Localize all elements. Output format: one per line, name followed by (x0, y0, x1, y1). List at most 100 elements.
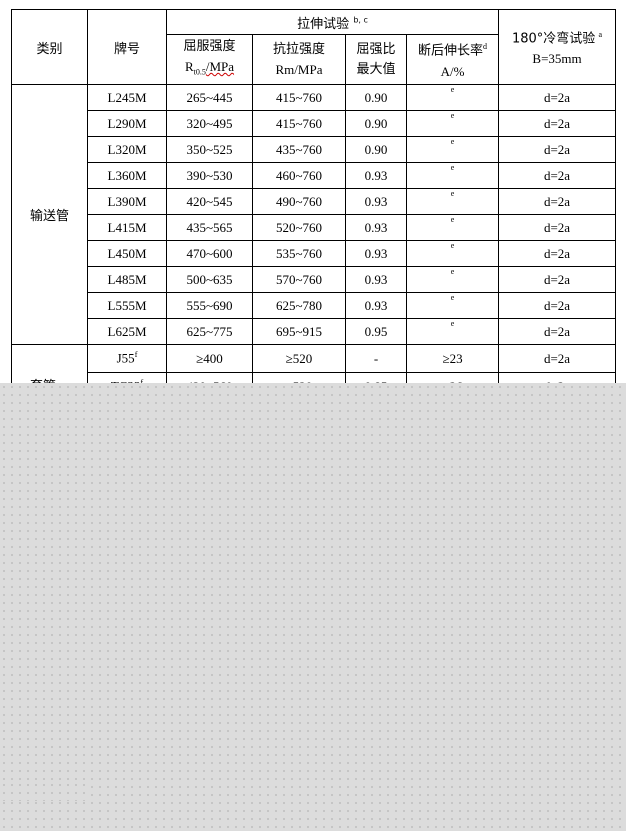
yield-cell: 500~635 (166, 266, 253, 293)
ratio-cell: 0.90 (345, 110, 407, 137)
elongation-cell: e (405, 136, 500, 163)
ratio-cell: 0.93 (345, 188, 407, 215)
table-row: L555M 555~690 625~780 0.93 e d=2a (12, 292, 617, 319)
table-row: L320M 350~525 435~760 0.90 e d=2a (12, 136, 617, 163)
tensile-cell: 415~760 (252, 110, 346, 137)
bend-cell: d=2a (498, 214, 617, 241)
tensile-cell: 570~760 (252, 266, 346, 293)
grade-cell: L625M (87, 318, 167, 345)
elong-sup: d (483, 42, 488, 52)
header-grade: 牌号 (87, 9, 167, 85)
tensile-cell: 460~760 (252, 162, 346, 189)
bend-cell: d=2a (498, 318, 617, 345)
elongation-cell: ≥23 (405, 344, 500, 373)
grade-cell: L360M (87, 162, 167, 189)
header-category: 类别 (11, 9, 88, 85)
tensile-cell: 695~915 (252, 318, 346, 345)
yield-cell: 625~775 (166, 318, 253, 345)
yield-cell: 555~690 (166, 292, 253, 319)
ratio-cell: 0.90 (345, 136, 407, 163)
tensile-cell: 520~760 (252, 214, 346, 241)
table-row: L625M 625~775 695~915 0.95 e d=2a (12, 318, 617, 345)
elong-unit: A/% (440, 63, 465, 79)
grade-cell: L245M (87, 84, 167, 111)
grade-cell: J55f (87, 344, 167, 373)
elongation-cell: e (405, 84, 500, 111)
table-row: L485M 500~635 570~760 0.93 e d=2a (12, 266, 617, 293)
ratio-cell: 0.95 (345, 318, 407, 345)
elongation-cell: e (405, 188, 500, 215)
tensile-cell: 535~760 (252, 240, 346, 267)
yield-cell: 350~525 (166, 136, 253, 163)
grade-cell: L450M (87, 240, 167, 267)
bend-cell: d=2a (498, 162, 617, 189)
yield-unit: /MPa (205, 59, 235, 75)
bend-cell: d=2a (498, 292, 617, 319)
table-row: L290M 320~495 415~760 0.90 e d=2a (12, 110, 617, 137)
yield-sub: t0.5 (193, 67, 206, 77)
ts-label: 抗拉强度 (272, 42, 325, 57)
yield-cell: 390~530 (166, 162, 253, 189)
elongation-cell: e (405, 110, 500, 137)
ratio-label2: 最大值 (356, 61, 396, 77)
grade-cell: L485M (87, 266, 167, 293)
bend-cell: d=2a (498, 136, 617, 163)
header-tensile-strength: 抗拉强度 Rm/MPa (252, 34, 346, 85)
header-tensile-test: 拉伸试验 b, c (165, 9, 500, 35)
ratio-cell: 0.93 (345, 214, 407, 241)
table-row: L360M 390~530 460~760 0.93 e d=2a (12, 162, 617, 189)
table-row: L415M 435~565 520~760 0.93 e d=2a (12, 214, 617, 241)
gray-overlay (0, 383, 626, 831)
grade-cell: L290M (87, 110, 167, 137)
bend-cell: d=2a (498, 240, 617, 267)
elongation-cell: e (405, 266, 500, 293)
ratio-cell: - (345, 344, 407, 373)
ratio-cell: 0.90 (345, 84, 407, 111)
bend-cell: d=2a (498, 110, 617, 137)
elongation-cell: e (405, 214, 500, 241)
yield-r: R (184, 59, 194, 75)
table-row: 输送管 L245M 265~445 415~760 0.90 e d=2a (11, 84, 617, 345)
table-row: L450M 470~600 535~760 0.93 e d=2a (12, 240, 617, 267)
grade-cell: L390M (87, 188, 167, 215)
ratio-cell: 0.93 (345, 240, 407, 267)
ratio-cell: 0.93 (345, 292, 407, 319)
grade-cell: L415M (87, 214, 167, 241)
elongation-cell: e (405, 318, 500, 345)
header-yield: 屈服强度 Rt0.5/MPa (166, 34, 253, 85)
category-cell: 输送管 (11, 84, 88, 345)
elongation-cell: e (405, 162, 500, 189)
yield-label: 屈服强度 (183, 39, 236, 55)
elongation-cell: e (405, 292, 500, 319)
header-elongation: 断后伸长率d A/% (405, 34, 500, 85)
yield-cell: 435~565 (166, 214, 253, 241)
header-bend-test: 180°冷弯试验 a B=35mm (498, 9, 617, 85)
tensile-cell: ≥520 (252, 344, 346, 373)
table-row: L390M 420~545 490~760 0.93 e d=2a (12, 188, 617, 215)
yield-cell: 420~545 (166, 188, 253, 215)
tensile-label: 拉伸试验 (297, 16, 350, 32)
bend-cell: d=2a (498, 188, 617, 215)
tensile-cell: 415~760 (252, 84, 346, 111)
grade-cell: L555M (87, 292, 167, 319)
yield-cell: 320~495 (166, 110, 253, 137)
ratio-cell: 0.93 (345, 266, 407, 293)
bend-cell: d=2a (498, 84, 617, 111)
mechanical-properties-table: 类别 牌号 拉伸试验 b, c 180°冷弯试验 a B=35mm 屈服强度 Rt0… (11, 9, 617, 401)
bend-cell: d=2a (498, 266, 617, 293)
header-ratio: 屈强比 最大值 (345, 34, 407, 85)
bend-sup: a (598, 29, 603, 39)
yield-cell: 265~445 (166, 84, 253, 111)
yield-cell: ≥400 (166, 344, 253, 373)
grade-cell: L320M (87, 136, 167, 163)
tensile-sup: b, c (353, 15, 368, 25)
elong-label: 断后伸长率 (418, 43, 484, 59)
yield-cell: 470~600 (166, 240, 253, 267)
tensile-cell: 435~760 (252, 136, 346, 163)
ts-unit: Rm/MPa (275, 62, 323, 77)
bend-cell: d=2a (498, 344, 617, 373)
bend-label: 180°冷弯试验 (511, 31, 596, 47)
tensile-cell: 490~760 (252, 188, 346, 215)
ratio-label: 屈强比 (356, 41, 396, 57)
bend-sub: B=35mm (532, 51, 582, 67)
